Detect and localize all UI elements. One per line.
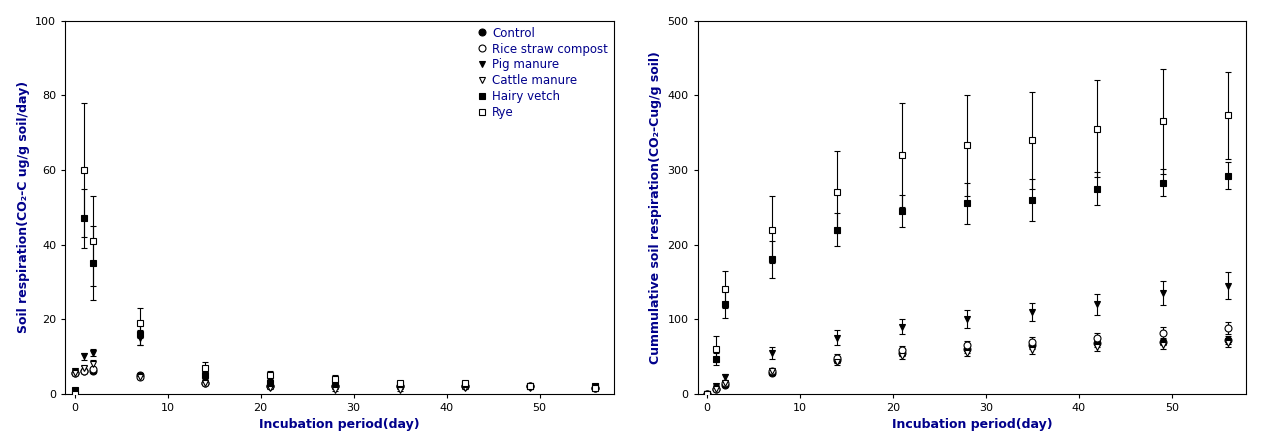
X-axis label: Incubation period(day): Incubation period(day) <box>892 418 1052 431</box>
Y-axis label: Soil respiration(CO₂-C ug/g soil/day): Soil respiration(CO₂-C ug/g soil/day) <box>16 81 29 333</box>
Y-axis label: Cummulative soil respiration(CO₂-Cug/g soil): Cummulative soil respiration(CO₂-Cug/g s… <box>649 51 662 364</box>
Legend: Control, Rice straw compost, Pig manure, Cattle manure, Hairy vetch, Rye: Control, Rice straw compost, Pig manure,… <box>475 24 610 122</box>
X-axis label: Incubation period(day): Incubation period(day) <box>259 418 421 431</box>
